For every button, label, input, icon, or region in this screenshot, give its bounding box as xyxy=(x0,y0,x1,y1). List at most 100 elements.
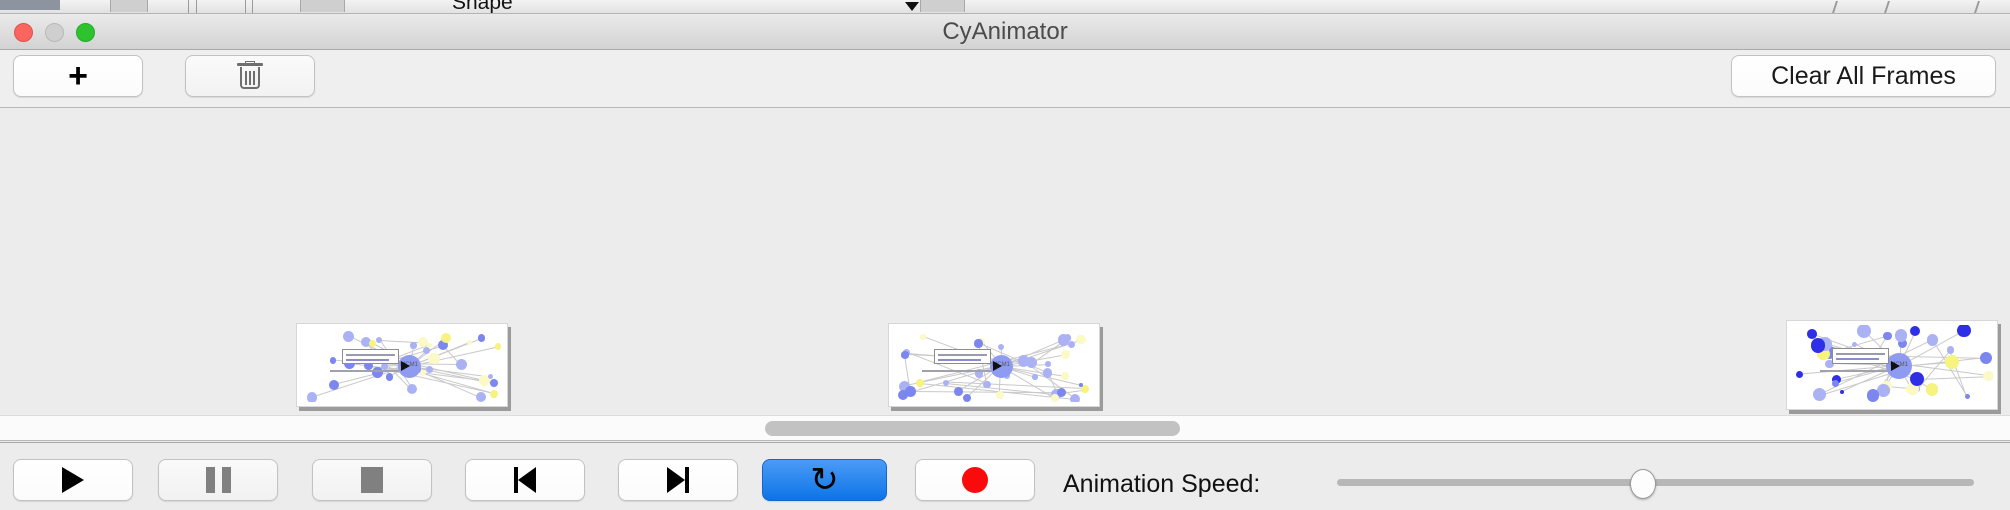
play-button[interactable] xyxy=(13,459,133,501)
graph-node xyxy=(441,333,452,344)
graph-node xyxy=(962,393,971,402)
timeline-frame[interactable]: MCM1 xyxy=(296,323,508,407)
toolbar xyxy=(0,50,2010,108)
graph-node xyxy=(1831,379,1839,387)
graph-node xyxy=(490,379,499,388)
graph-node xyxy=(406,384,417,395)
graph-node xyxy=(478,375,490,386)
background-toolbar-chip xyxy=(920,0,965,12)
frame-thumbnail: MCM1 xyxy=(301,328,503,402)
delete-frame-button[interactable] xyxy=(185,55,315,97)
graph-node xyxy=(915,378,925,388)
skip-back-icon xyxy=(514,467,536,493)
graph-node xyxy=(328,380,339,390)
background-divider xyxy=(1884,1,1890,13)
graph-node xyxy=(329,357,337,364)
graph-node xyxy=(1067,340,1076,348)
graph-node xyxy=(476,392,487,402)
first-frame-button[interactable] xyxy=(465,459,585,501)
graph-node xyxy=(1883,331,1892,340)
graph-node xyxy=(427,342,432,348)
graph-node xyxy=(1964,394,1970,400)
background-divider xyxy=(188,0,189,13)
window-title: CyAnimator xyxy=(942,18,1068,45)
minimize-button[interactable] xyxy=(45,23,64,42)
background-divider xyxy=(196,0,197,13)
loop-button[interactable]: ↻ xyxy=(762,459,887,501)
graph-node xyxy=(364,361,373,370)
title-bar[interactable]: CyAnimator xyxy=(0,14,2010,50)
graph-node xyxy=(1910,325,1921,336)
record-icon xyxy=(962,467,988,493)
graph-node xyxy=(1025,357,1038,369)
animation-speed-slider-thumb[interactable] xyxy=(1629,469,1656,499)
frame-thumbnail: MCM1 xyxy=(893,328,1095,402)
background-caret-icon xyxy=(905,2,919,11)
graph-node xyxy=(974,368,984,378)
graph-node xyxy=(1051,388,1062,399)
graph-node xyxy=(1866,389,1879,402)
graph-node xyxy=(1796,371,1804,379)
graph-node xyxy=(1906,382,1919,395)
background-window-label: Shape xyxy=(452,0,513,14)
frame-thumbnail: MCM1 xyxy=(1791,325,1993,405)
graph-node xyxy=(997,344,1005,351)
graph-node xyxy=(1042,368,1053,379)
graph-caption xyxy=(329,370,399,373)
graph-annotation-box xyxy=(341,349,399,365)
trash-icon xyxy=(237,61,263,91)
graph-node xyxy=(905,385,916,397)
graph-node xyxy=(1057,334,1070,346)
scrollbar-thumb[interactable] xyxy=(765,421,1180,436)
graph-annotation-pointer xyxy=(992,361,1002,372)
graph-node xyxy=(438,339,449,350)
pause-button[interactable] xyxy=(158,459,278,501)
graph-node xyxy=(995,390,1004,399)
graph-node xyxy=(418,337,429,348)
graph-node xyxy=(1061,371,1070,380)
loop-icon: ↻ xyxy=(810,460,839,500)
skip-forward-icon xyxy=(667,467,689,493)
graph-node xyxy=(920,334,926,340)
background-divider xyxy=(1974,1,1980,13)
traffic-lights xyxy=(14,23,95,42)
background-toolbar-chip xyxy=(110,0,148,12)
graph-node xyxy=(342,330,354,342)
graph-node xyxy=(1079,382,1083,387)
graph-node xyxy=(1051,393,1060,402)
graph-node xyxy=(477,334,486,342)
graph-node xyxy=(1807,329,1818,340)
graph-node xyxy=(1894,329,1908,342)
graph-node xyxy=(1839,389,1845,395)
background-window-strip: Shape xyxy=(0,0,2010,14)
graph-node xyxy=(306,392,318,402)
last-frame-button[interactable] xyxy=(618,459,738,501)
add-frame-button[interactable]: + xyxy=(13,55,143,97)
timeline-frame[interactable]: MCM1 xyxy=(888,323,1100,407)
graph-node xyxy=(983,380,991,388)
graph-caption xyxy=(921,370,991,373)
timeline-frame[interactable]: MCM1 xyxy=(1786,320,1998,410)
graph-node xyxy=(898,380,910,392)
graph-annotation-pointer xyxy=(1890,361,1900,372)
clear-all-frames-button[interactable]: Clear All Frames xyxy=(1731,55,1996,97)
graph-node xyxy=(385,373,394,381)
graph-node xyxy=(1982,370,1993,382)
graph-node xyxy=(422,346,431,355)
background-toolbar-chip xyxy=(300,0,345,12)
graph-node xyxy=(1944,354,1959,369)
background-divider xyxy=(1832,1,1838,13)
close-button[interactable] xyxy=(14,23,33,42)
background-window-titlebar-fragment xyxy=(0,0,60,10)
graph-node xyxy=(426,366,433,374)
graph-annotation-box xyxy=(1831,347,1889,365)
graph-node xyxy=(1877,384,1890,397)
graph-node xyxy=(901,351,909,359)
record-button[interactable] xyxy=(915,459,1035,501)
graph-node xyxy=(1080,384,1090,394)
timeline-scrollbar[interactable] xyxy=(0,415,2010,441)
zoom-button[interactable] xyxy=(76,23,95,42)
stop-button[interactable] xyxy=(312,459,432,501)
graph-node xyxy=(954,387,964,396)
